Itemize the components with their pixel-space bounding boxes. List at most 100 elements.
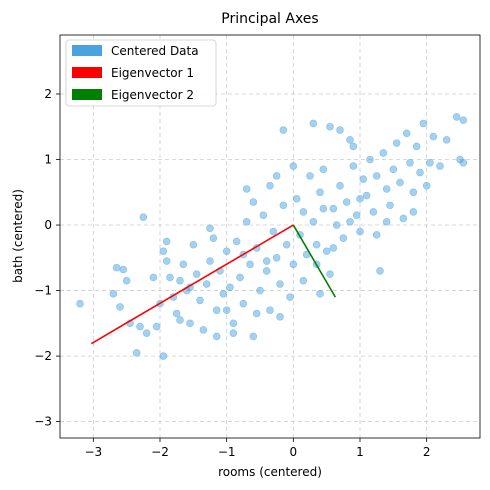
data-point — [372, 172, 381, 180]
data-point — [326, 270, 334, 278]
data-point — [249, 198, 258, 206]
data-point — [289, 260, 298, 269]
data-point — [212, 332, 221, 341]
data-point — [319, 204, 328, 213]
x-tick-label: −1 — [218, 445, 236, 459]
data-point — [279, 201, 288, 210]
eigenvector-2-line — [292, 224, 337, 298]
legend-box — [65, 39, 217, 107]
y-tick-label: 0 — [44, 218, 52, 232]
data-point — [179, 260, 188, 269]
data-point — [232, 237, 241, 246]
data-point — [359, 175, 368, 183]
data-point — [242, 185, 251, 193]
data-point — [76, 299, 84, 308]
data-point — [299, 276, 308, 285]
data-point — [269, 227, 278, 236]
data-point — [419, 119, 428, 128]
data-point — [176, 276, 184, 285]
data-point — [346, 136, 354, 144]
y-tick-label: 1 — [44, 153, 52, 167]
data-point — [332, 221, 341, 229]
data-point — [242, 217, 251, 226]
data-point — [382, 217, 391, 226]
data-point — [329, 204, 338, 213]
data-point — [422, 181, 431, 190]
data-point — [222, 306, 231, 315]
data-point — [276, 312, 284, 321]
data-point — [309, 119, 318, 128]
axis-ticks: −3 −2 −1 0 1 2 −3 −2 −1 0 1 2 — [34, 87, 430, 459]
data-point — [192, 270, 201, 278]
data-point — [259, 211, 268, 220]
data-point — [189, 240, 198, 249]
data-point — [299, 208, 308, 216]
x-tick-label: 2 — [423, 445, 431, 459]
data-point — [409, 188, 418, 197]
data-point — [249, 332, 258, 341]
data-point — [266, 306, 274, 315]
data-point — [336, 126, 344, 134]
x-tick-label: −3 — [84, 445, 102, 459]
y-tick-label: −1 — [34, 284, 52, 298]
data-point — [392, 139, 401, 147]
data-point — [116, 303, 124, 311]
legend-label-eigenvector-2: Eigenvector 2 — [111, 88, 194, 102]
data-point — [142, 329, 151, 337]
data-point — [206, 224, 214, 233]
data-point — [286, 293, 294, 301]
data-point — [352, 211, 361, 220]
data-point — [349, 142, 358, 151]
x-tick-label: 1 — [356, 445, 364, 459]
data-point — [436, 162, 444, 170]
data-point — [272, 253, 281, 262]
data-point — [119, 265, 128, 274]
data-point — [309, 217, 318, 226]
data-point — [262, 257, 271, 265]
y-tick-label: −2 — [34, 349, 52, 363]
data-point — [312, 240, 321, 249]
data-point — [379, 149, 388, 157]
data-point — [276, 280, 284, 288]
data-point — [149, 273, 158, 282]
data-point — [196, 296, 204, 305]
x-tick-label: 0 — [290, 445, 298, 459]
data-point — [322, 247, 331, 256]
data-point — [229, 329, 238, 337]
data-point — [186, 319, 194, 328]
legend: Centered Data Eigenvector 1 Eigenvector … — [65, 39, 217, 107]
data-point — [256, 286, 264, 295]
data-point — [306, 172, 314, 180]
data-point — [112, 263, 121, 272]
x-tick-label: −2 — [151, 445, 169, 459]
legend-swatch-centered-data — [72, 45, 102, 56]
data-point — [316, 188, 324, 197]
eigenvector-1-line — [90, 224, 294, 345]
data-point — [279, 126, 288, 134]
y-axis-label: bath (centered) — [11, 189, 25, 283]
data-point — [396, 178, 404, 187]
data-point — [412, 142, 421, 151]
x-axis-label: rooms (centered) — [218, 465, 322, 479]
data-point — [356, 227, 364, 236]
data-point — [346, 217, 354, 226]
data-point — [176, 316, 184, 324]
data-point — [349, 162, 358, 170]
data-point — [266, 181, 274, 190]
data-point — [206, 257, 214, 265]
data-point — [226, 283, 234, 292]
legend-swatch-eigenvector-1 — [72, 67, 102, 78]
data-point — [289, 162, 298, 170]
plot-frame — [59, 34, 481, 439]
y-tick-label: 2 — [44, 87, 52, 101]
data-point — [219, 290, 228, 298]
legend-swatch-eigenvector-2 — [72, 89, 102, 100]
data-point — [236, 273, 244, 282]
data-point — [166, 273, 174, 282]
data-point — [162, 237, 171, 246]
data-point — [339, 234, 348, 242]
data-point — [369, 208, 378, 216]
data-point — [222, 247, 231, 256]
data-point — [342, 198, 351, 206]
